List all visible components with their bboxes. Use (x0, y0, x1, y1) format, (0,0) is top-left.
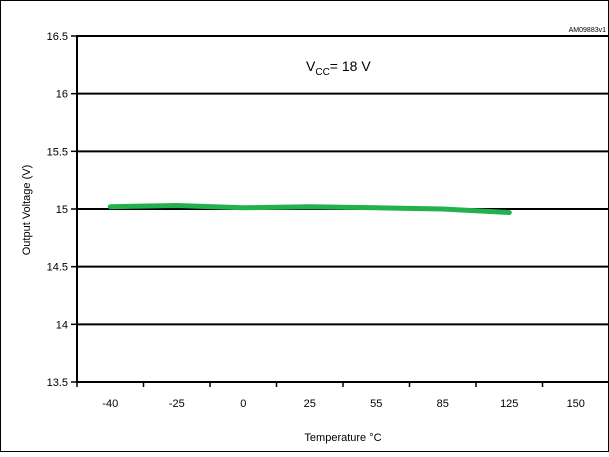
data-point (309, 206, 311, 208)
y-tick-label: 14.5 (47, 262, 68, 274)
x-tick-label: 150 (567, 398, 585, 410)
y-tick-label: 16 (56, 89, 68, 101)
y-tick-label: 14 (56, 319, 68, 331)
x-axis-label: Temperature °C (304, 432, 381, 444)
y-tick-label: 15 (56, 204, 68, 216)
vcc-annotation: VCC= 18 V (306, 58, 371, 78)
vcc-annotation-rest: = 18 V (330, 58, 372, 74)
axes-layer (71, 35, 609, 387)
x-tick-label: 85 (437, 398, 449, 410)
data-point (176, 204, 178, 207)
y-tick-label: 16.5 (47, 31, 68, 43)
x-tick-label: -25 (169, 398, 185, 410)
data-point (442, 208, 444, 210)
data-point (375, 207, 377, 209)
x-tick-label: 125 (500, 398, 518, 410)
vcc-annotation-main: V (306, 58, 316, 74)
data-point (508, 211, 510, 214)
data-point (242, 207, 244, 209)
x-tick-label: -40 (102, 398, 118, 410)
figure-code: AM09883v1 (569, 27, 606, 34)
data-point (109, 206, 111, 208)
x-tick-label: 55 (370, 398, 382, 410)
vcc-annotation-sub: CC (315, 67, 329, 78)
labels-layer: 13.5 14 14.5 15 15.5 16 16.5 -40 -25 0 25 55 85 125 15… (47, 31, 585, 410)
y-tick-label: 13.5 (47, 377, 68, 389)
y-axis-label: Output Voltage (V) (21, 165, 33, 256)
x-tick-label: 0 (240, 398, 246, 410)
series-layer (107, 203, 512, 215)
x-tick-label: 25 (304, 398, 316, 410)
y-tick-label: 15.5 (47, 146, 68, 158)
